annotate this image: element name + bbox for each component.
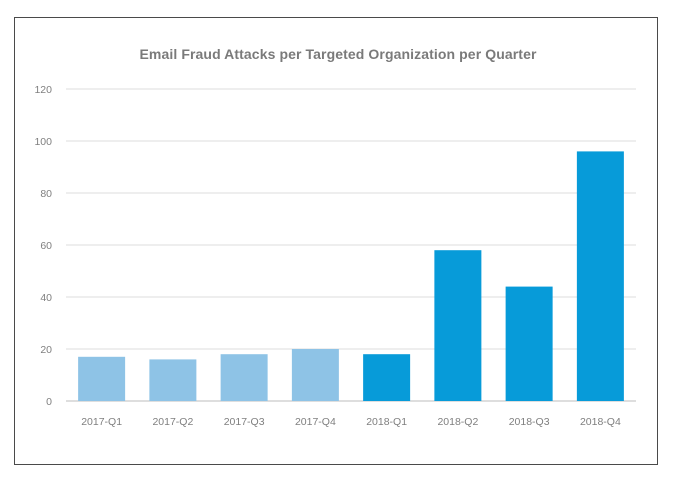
y-tick-label: 20 — [40, 344, 52, 356]
y-tick-label: 100 — [34, 136, 52, 148]
y-tick-label: 120 — [34, 84, 52, 96]
bar-2017-q2 — [149, 359, 197, 401]
y-axis-ticks: 0 20 40 60 80 100 120 — [34, 84, 52, 408]
x-tick-label: 2017-Q1 — [81, 416, 122, 428]
x-tick-label: 2018-Q4 — [580, 416, 621, 428]
bar-2017-q3 — [220, 354, 268, 401]
x-tick-label: 2017-Q3 — [224, 416, 265, 428]
bar-2018-q1 — [363, 354, 411, 401]
chart-title: Email Fraud Attacks per Targeted Organiz… — [139, 46, 537, 62]
x-tick-label: 2017-Q2 — [152, 416, 193, 428]
x-tick-label: 2017-Q4 — [295, 416, 336, 428]
y-tick-label: 0 — [46, 396, 52, 408]
bars — [78, 151, 624, 401]
x-tick-label: 2018-Q3 — [509, 416, 550, 428]
bar-2018-q4 — [576, 151, 624, 401]
y-tick-label: 80 — [40, 188, 52, 200]
x-axis-ticks: 2017-Q1 2017-Q2 2017-Q3 2017-Q4 2018-Q1 2018-… — [81, 416, 621, 428]
y-tick-label: 40 — [40, 292, 52, 304]
bar-2017-q1 — [78, 356, 126, 401]
x-tick-label: 2018-Q2 — [437, 416, 478, 428]
bar-2018-q2 — [434, 250, 482, 401]
x-tick-label: 2018-Q1 — [366, 416, 407, 428]
y-tick-label: 60 — [40, 240, 52, 252]
bar-2017-q4 — [291, 349, 339, 401]
bar-2018-q3 — [505, 286, 553, 401]
